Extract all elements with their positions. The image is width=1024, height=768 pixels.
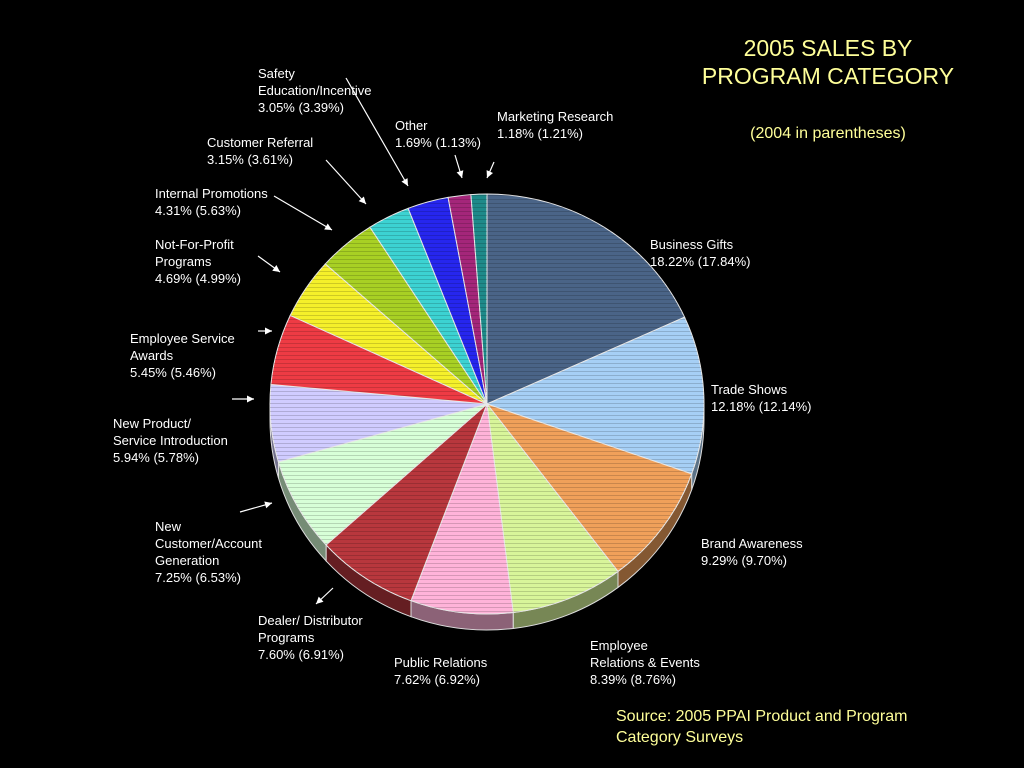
leader-arrowhead-7 bbox=[247, 395, 254, 403]
slice-label-internal-promotions: Internal Promotions 4.31% (5.63%) bbox=[155, 186, 268, 218]
slice-label-other: Other 1.69% (1.13%) bbox=[395, 118, 481, 150]
slice-label-dealer-distributor: Dealer/ Distributor Programs 7.60% (6.91%… bbox=[258, 613, 363, 662]
chart-subtitle: (2004 in parentheses) bbox=[750, 125, 906, 142]
pie-slice-texture-trade-shows bbox=[487, 317, 704, 474]
pie-slice-texture-safety-education-incentive bbox=[408, 197, 487, 404]
slice-label-employee-service-awards: Employee Service Awards 5.45% (5.46%) bbox=[130, 331, 235, 380]
leader-arrowhead-6 bbox=[265, 327, 272, 335]
leader-arrowhead-5 bbox=[272, 265, 280, 272]
leader-arrowhead-0 bbox=[456, 170, 464, 178]
pie-slice-texture-public-relations bbox=[411, 404, 514, 614]
leader-arrowhead-2 bbox=[401, 178, 408, 186]
pie-slice-texture-employee-service-awards bbox=[270, 315, 487, 404]
slice-label-public-relations: Public Relations 7.62% (6.92%) bbox=[394, 655, 488, 687]
leader-arrowhead-1 bbox=[486, 170, 494, 178]
slice-label-marketing-research: Marketing Research 1.18% (1.21%) bbox=[497, 109, 614, 141]
slice-label-brand-awareness: Brand Awareness 9.29% (9.70%) bbox=[701, 536, 803, 568]
slice-label-safety-education: Safety Education/Incentive 3.05% (3.39%) bbox=[258, 66, 372, 115]
leader-arrows bbox=[232, 77, 495, 605]
slice-label-new-customer: New Customer/Account Generation 7.25% (6.… bbox=[155, 519, 262, 585]
pie-slice-texture-brand-awareness bbox=[487, 404, 692, 572]
leader-line-4 bbox=[273, 195, 333, 231]
pie-slice-texture-new-product-service-introduction bbox=[270, 384, 487, 463]
pie-slice-texture-customer-referral bbox=[369, 208, 487, 404]
pie-slice-texture-new-customer-account-generation bbox=[278, 404, 487, 545]
leader-arrowhead-9 bbox=[316, 596, 324, 604]
slice-label-customer-referral: Customer Referral 3.15% (3.61%) bbox=[207, 135, 314, 167]
leader-arrowhead-8 bbox=[264, 501, 272, 509]
pie-slice-texture-marketing-research bbox=[470, 194, 487, 404]
leader-line-3 bbox=[325, 159, 367, 205]
pie-slice-texture-not-for-profit-programs bbox=[290, 263, 487, 404]
pie-slice-texture-business-gifts bbox=[487, 194, 685, 404]
pie-slice-texture-other bbox=[448, 194, 487, 404]
leader-arrowhead-4 bbox=[324, 223, 332, 230]
pie-side-walls bbox=[269, 403, 705, 631]
pie-slice-texture-internal-promotions bbox=[325, 227, 487, 404]
slice-label-not-for-profit: Not-For-Profit Programs 4.69% (4.99%) bbox=[155, 237, 241, 286]
pie-slice-texture-dealer-distributor-programs bbox=[326, 404, 487, 601]
slice-label-trade-shows: Trade Shows 12.18% (12.14%) bbox=[711, 382, 812, 414]
pie-slice-texture-employee-relations-events bbox=[487, 404, 618, 613]
source-note: Source: 2005 PPAI Product and Program Ca… bbox=[616, 708, 908, 746]
pie-slices bbox=[269, 193, 705, 615]
chart-title: 2005 SALES BY PROGRAM CATEGORY bbox=[701, 35, 955, 89]
leader-arrowhead-3 bbox=[358, 196, 366, 204]
slice-label-new-product: New Product/ Service Introduction 5.94% (… bbox=[113, 416, 228, 465]
slice-label-business-gifts: Business Gifts 18.22% (17.84%) bbox=[650, 237, 751, 269]
slice-label-employee-relations: Employee Relations & Events 8.39% (8.76%) bbox=[590, 638, 700, 687]
leader-line-2 bbox=[345, 77, 409, 187]
